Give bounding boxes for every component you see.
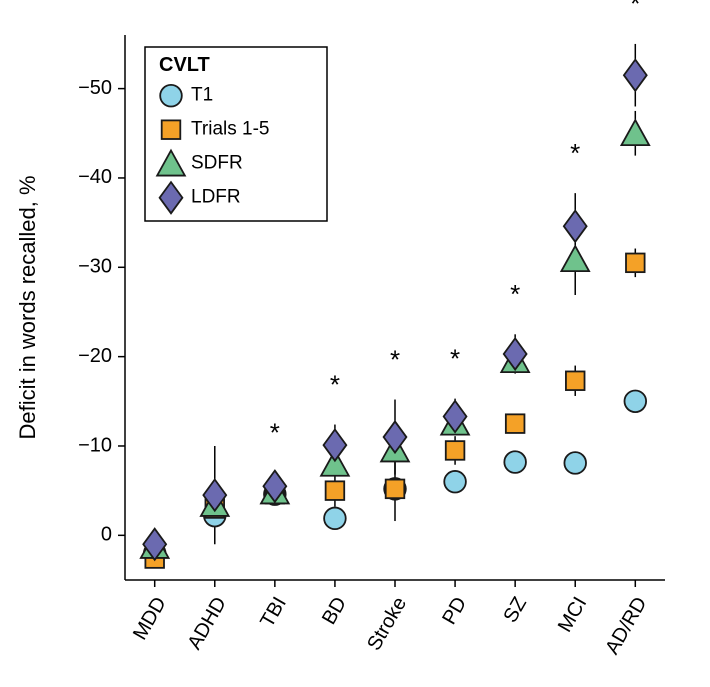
marker-T15: [386, 480, 405, 499]
legend-label-LDFR: LDFR: [191, 187, 241, 208]
marker-T15: [566, 371, 585, 390]
marker-T15: [446, 441, 465, 460]
legend-label-SDFR: SDFR: [191, 153, 243, 174]
chart-background: [0, 0, 710, 687]
y-tick-label: 0: [101, 524, 112, 546]
legend-label-T1: T1: [191, 85, 213, 106]
marker-T1: [564, 452, 586, 474]
legend-title: CVLT: [159, 54, 210, 76]
legend: CVLT T1 Trials 1-5 SDFR LDFR: [145, 47, 327, 221]
significance-star: *: [330, 369, 340, 399]
marker-T1: [504, 451, 526, 473]
significance-star: *: [270, 418, 280, 448]
marker-T1: [324, 508, 346, 530]
y-tick-label: −10: [78, 434, 112, 456]
significance-star: *: [510, 279, 520, 309]
legend-label-T15: Trials 1-5: [191, 119, 269, 140]
legend-marker-T1: [160, 85, 182, 107]
marker-T15: [326, 481, 345, 500]
legend-marker-T15: [162, 120, 181, 139]
marker-T1: [444, 471, 466, 493]
y-axis-label: Deficit in words recalled, %: [15, 175, 40, 439]
marker-T15: [506, 414, 525, 433]
significance-star: *: [450, 343, 460, 373]
y-tick-label: −50: [78, 77, 112, 99]
marker-T1: [625, 391, 647, 413]
significance-star: *: [570, 138, 580, 168]
y-tick-label: −30: [78, 256, 112, 278]
significance-star: *: [630, 0, 640, 19]
y-tick-label: −40: [78, 166, 112, 188]
significance-star: *: [390, 344, 400, 374]
marker-T15: [626, 254, 645, 273]
y-tick-label: −20: [78, 345, 112, 367]
